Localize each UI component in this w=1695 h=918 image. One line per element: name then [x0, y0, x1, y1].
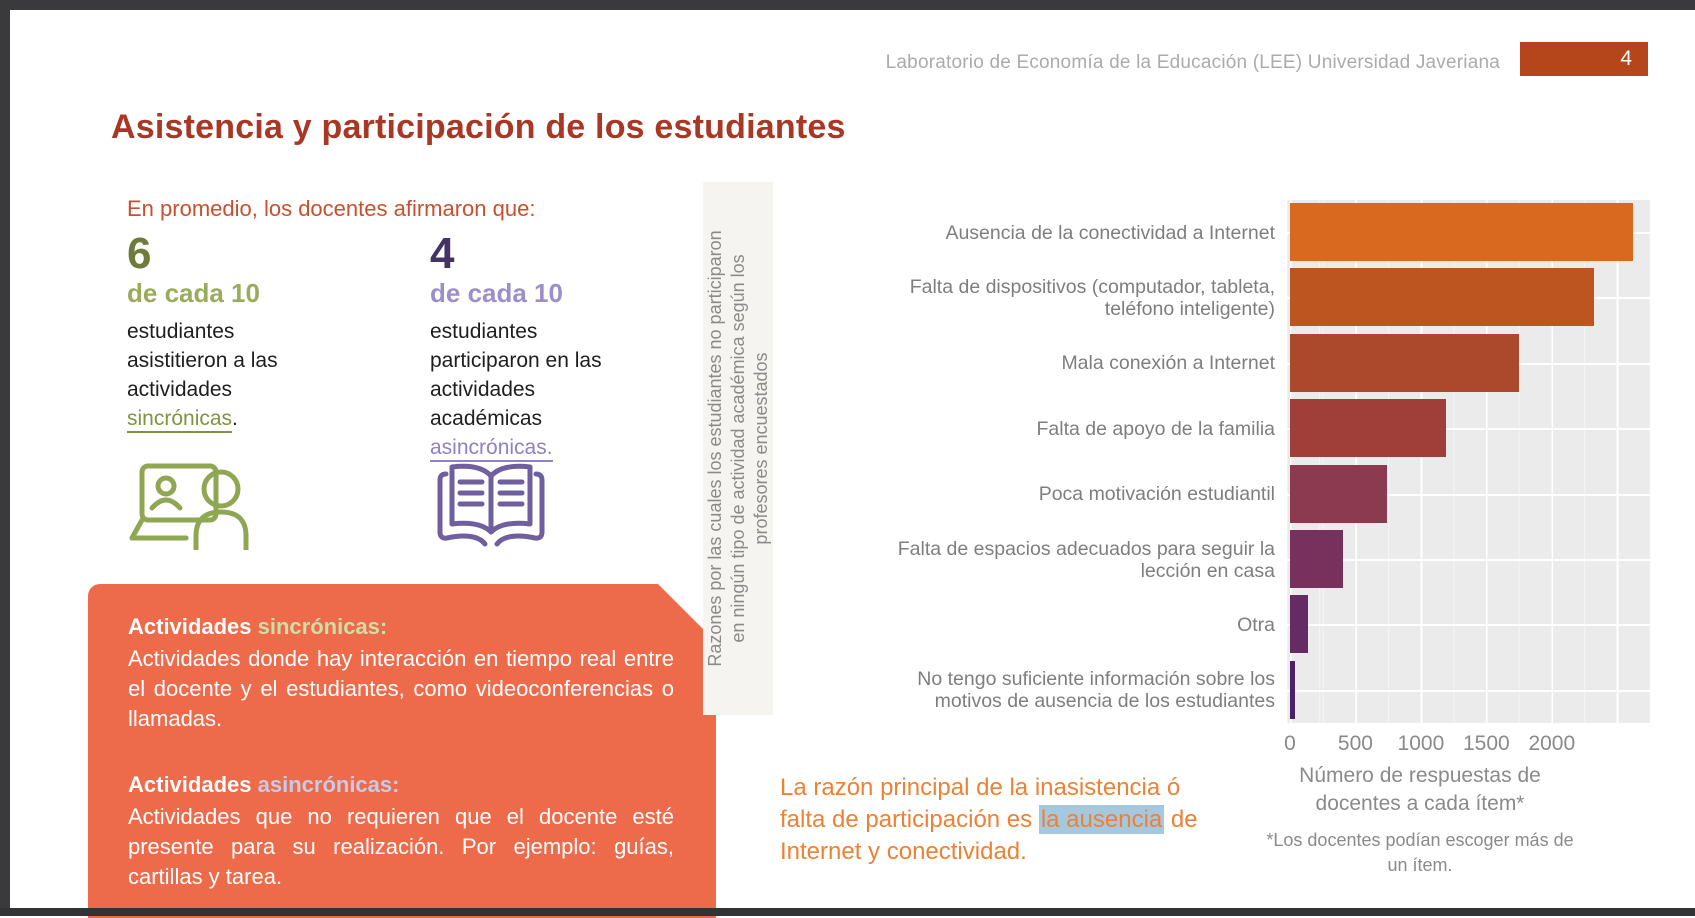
x-tick-label: 2000	[1528, 732, 1576, 755]
x-tick-label: 0	[1284, 732, 1296, 755]
video-call-icon	[128, 462, 250, 555]
window-frame-left	[0, 0, 10, 916]
category-label: Poca motivación estudiantil	[1038, 483, 1275, 506]
bar-5	[1290, 464, 1387, 523]
chart-ylabel: Razones por las cuales los estudiantes n…	[704, 230, 771, 667]
bar-2	[1290, 268, 1594, 327]
definition-title-async: Actividades asincrónicas:	[128, 772, 400, 797]
asincronicas-link-word: asincrónicas.	[430, 436, 553, 462]
stat-description: estudiantes asistitieron a las actividad…	[127, 317, 427, 433]
chart-x-ticks: 0 500 1000 1500 2000	[1284, 732, 1650, 756]
chart-panel	[1287, 200, 1650, 723]
bar-4	[1290, 399, 1446, 458]
category-label: Falta de dispositivos (computador, table…	[909, 276, 1275, 321]
chart-footnote: *Los docentes podían escoger más de un í…	[1266, 830, 1574, 875]
header-lab-name: Laboratorio de Economía de la Educación …	[885, 52, 1500, 73]
x-tick-label: 500	[1337, 732, 1373, 755]
category-label: Falta de apoyo de la familia	[1036, 417, 1275, 440]
category-label: Ausencia de la conectividad a Internet	[945, 221, 1275, 244]
definition-title-sync: Actividades sincrónicas:	[128, 614, 388, 639]
category-label: Otra	[1237, 614, 1275, 637]
chart-hgridline	[1287, 428, 1650, 431]
stat-synchronous: 6 de cada 10 estudiantes asistitieron a …	[127, 232, 427, 433]
chart-category-labels: Ausencia de la conectividad a Internet Fa…	[780, 200, 1275, 723]
stat-description: estudiantes participaron en las activida…	[430, 317, 730, 462]
definitions-box: Actividades sincrónicas: Actividades don…	[88, 584, 716, 918]
definition-body-sync: Actividades donde hay interacción en tie…	[128, 646, 674, 731]
stat-number: 4	[430, 229, 455, 278]
page-title: Asistencia y participación de los estudi…	[111, 108, 846, 146]
slide: Laboratorio de Economía de la Educación …	[10, 10, 1695, 908]
stat-of-ten: de cada 10	[127, 278, 260, 308]
window-frame-top	[0, 0, 1695, 10]
stat-number: 6	[127, 229, 152, 278]
bar-7	[1290, 595, 1308, 654]
bar-3	[1290, 333, 1520, 392]
page-number-badge: 4	[1520, 42, 1648, 76]
conclusion-statement: La razón principal de la inasistencia ó …	[780, 774, 1198, 865]
chart-hgridline	[1287, 624, 1650, 627]
x-tick-label: 1000	[1397, 732, 1445, 755]
chart-hgridline	[1287, 689, 1650, 692]
category-label: Mala conexión a Internet	[1061, 352, 1275, 375]
bar-6	[1290, 530, 1344, 588]
page-number: 4	[1620, 47, 1632, 70]
window-frame-bottom	[0, 908, 1695, 916]
chart-x-axis-title: Número de respuestas de docentes a cada …	[1299, 764, 1541, 815]
bar-8	[1290, 660, 1295, 719]
x-tick-label: 1500	[1463, 732, 1510, 755]
category-label: Falta de espacios adecuados para seguir …	[897, 537, 1275, 582]
intro-text: En promedio, los docentes afirmaron que:	[127, 196, 536, 221]
chart-hgridline	[1287, 559, 1650, 561]
stat-asynchronous: 4 de cada 10 estudiantes participaron en…	[430, 232, 730, 462]
sincronicas-link-word: sincrónicas	[127, 407, 233, 433]
open-book-icon	[435, 458, 547, 555]
highlighted-phrase: la ausencia	[1038, 805, 1165, 834]
bar-1	[1290, 203, 1633, 261]
definition-body-async: Actividades que no requieren que el doce…	[128, 804, 674, 889]
category-label: No tengo suficiente información sobre lo…	[917, 668, 1275, 713]
chart-hgridline	[1287, 493, 1650, 496]
stat-of-ten: de cada 10	[430, 278, 563, 308]
chart-ylabel-strip	[703, 182, 773, 715]
